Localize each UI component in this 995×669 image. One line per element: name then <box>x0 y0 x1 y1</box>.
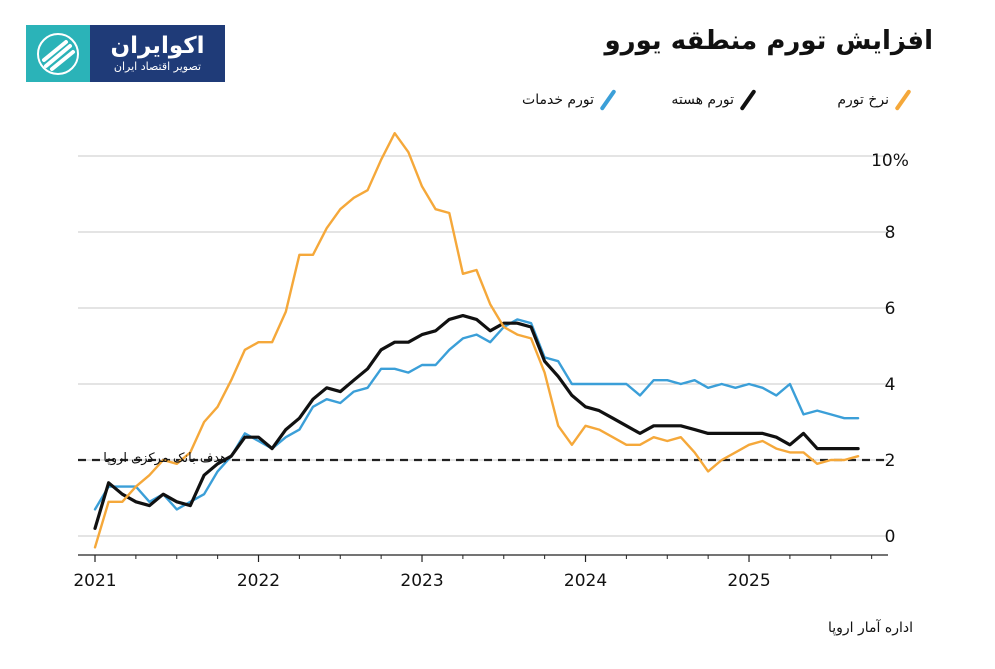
y-tick-label: 8 <box>885 223 896 243</box>
series-line-headline-inflation <box>93 132 860 549</box>
y-tick-label: 0 <box>885 527 896 547</box>
source-label: اداره آمار اروپا <box>828 620 913 636</box>
x-tick-label: 2023 <box>400 571 443 591</box>
ecb-target-label: هدف بانک مرکزی اروپا <box>103 451 227 466</box>
y-tick-label: 10% <box>871 151 909 171</box>
y-tick-label: 2 <box>885 451 896 471</box>
brand-logo: اکوایران تصویر اقتصاد ایران <box>26 25 225 82</box>
x-tick-label: 2021 <box>73 571 116 591</box>
chart-title: افزایش تورم منطقه یورو <box>604 26 934 56</box>
y-tick-label: 6 <box>885 299 896 319</box>
legend-item-headline: نرخ تورم <box>837 88 912 112</box>
y-tick-label: 4 <box>885 375 896 395</box>
x-tick-label: 2022 <box>237 571 280 591</box>
logo-stripes-icon <box>26 25 90 82</box>
x-tick-label: 2024 <box>564 571 607 591</box>
legend-item-services: تورم خدمات <box>522 88 617 112</box>
legend-label-core: تورم هسته <box>671 92 734 108</box>
legend-label-services: تورم خدمات <box>522 92 594 108</box>
x-tick-label: 2025 <box>727 571 770 591</box>
series-line-core-inflation <box>93 314 860 530</box>
logo-name: اکوایران <box>110 33 205 60</box>
logo-tagline: تصویر اقتصاد ایران <box>113 59 202 73</box>
series-line-services-inflation <box>93 318 860 511</box>
legend-label-headline: نرخ تورم <box>837 92 889 108</box>
legend-item-core: تورم هسته <box>671 88 757 112</box>
